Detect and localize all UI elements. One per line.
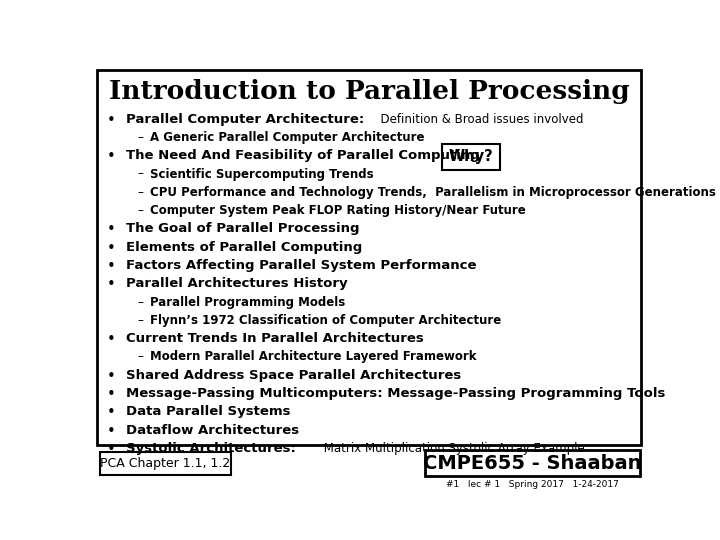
Text: Shared Address Space Parallel Architectures: Shared Address Space Parallel Architectu… xyxy=(126,369,462,382)
Text: •: • xyxy=(107,369,115,384)
Text: •: • xyxy=(107,259,115,274)
Text: Factors Affecting Parallel System Performance: Factors Affecting Parallel System Perfor… xyxy=(126,259,477,272)
Text: Systolic Architectures:: Systolic Architectures: xyxy=(126,442,296,455)
Text: CPU Performance and Technology Trends,  Parallelism in Microprocessor Generation: CPU Performance and Technology Trends, P… xyxy=(150,186,716,199)
Text: •: • xyxy=(107,241,115,255)
Text: Computer System Peak FLOP Rating History/Near Future: Computer System Peak FLOP Rating History… xyxy=(150,204,526,217)
Text: •: • xyxy=(107,424,115,438)
Text: Introduction to Parallel Processing: Introduction to Parallel Processing xyxy=(109,79,629,104)
Text: •: • xyxy=(107,387,115,402)
Text: –: – xyxy=(138,186,143,199)
Text: The Goal of Parallel Processing: The Goal of Parallel Processing xyxy=(126,222,360,235)
Text: Parallel Computer Architecture:: Parallel Computer Architecture: xyxy=(126,113,364,126)
Text: •: • xyxy=(107,406,115,420)
Text: Parallel Programming Models: Parallel Programming Models xyxy=(150,295,346,308)
Text: –: – xyxy=(138,131,143,144)
Text: #1   lec # 1   Spring 2017   1-24-2017: #1 lec # 1 Spring 2017 1-24-2017 xyxy=(446,480,618,489)
FancyBboxPatch shape xyxy=(441,144,500,170)
Text: A Generic Parallel Computer Architecture: A Generic Parallel Computer Architecture xyxy=(150,131,425,144)
Text: –: – xyxy=(138,204,143,217)
Text: Scientific Supercomputing Trends: Scientific Supercomputing Trends xyxy=(150,167,374,180)
Text: –: – xyxy=(138,350,143,363)
Text: •: • xyxy=(107,277,115,292)
Text: Why?: Why? xyxy=(449,149,493,164)
Text: Definition & Broad issues involved: Definition & Broad issues involved xyxy=(372,113,583,126)
FancyBboxPatch shape xyxy=(100,452,231,475)
Text: Message-Passing Multicomputers: Message-Passing Programming Tools: Message-Passing Multicomputers: Message-… xyxy=(126,387,666,400)
Text: Data Parallel Systems: Data Parallel Systems xyxy=(126,406,291,419)
Text: Modern Parallel Architecture Layered Framework: Modern Parallel Architecture Layered Fra… xyxy=(150,350,477,363)
Text: –: – xyxy=(138,314,143,327)
Text: –: – xyxy=(138,167,143,180)
Text: •: • xyxy=(107,332,115,347)
Text: –: – xyxy=(138,295,143,308)
FancyBboxPatch shape xyxy=(96,70,642,445)
Text: Current Trends In Parallel Architectures: Current Trends In Parallel Architectures xyxy=(126,332,424,345)
Text: •: • xyxy=(107,113,115,127)
FancyBboxPatch shape xyxy=(425,450,639,476)
Text: •: • xyxy=(107,222,115,238)
Text: Flynn’s 1972 Classification of Computer Architecture: Flynn’s 1972 Classification of Computer … xyxy=(150,314,502,327)
Text: The Need And Feasibility of Parallel Computing: The Need And Feasibility of Parallel Com… xyxy=(126,149,480,162)
Text: Elements of Parallel Computing: Elements of Parallel Computing xyxy=(126,241,362,254)
Text: •: • xyxy=(107,149,115,164)
Text: PCA Chapter 1.1, 1.2: PCA Chapter 1.1, 1.2 xyxy=(101,457,230,470)
Text: Parallel Architectures History: Parallel Architectures History xyxy=(126,277,348,291)
Text: Dataflow Architectures: Dataflow Architectures xyxy=(126,424,300,437)
Text: •: • xyxy=(107,442,115,457)
Text: CMPE655 - Shaaban: CMPE655 - Shaaban xyxy=(423,454,642,473)
Text: Matrix Multiplication Systolic Array Example: Matrix Multiplication Systolic Array Exa… xyxy=(320,442,584,455)
